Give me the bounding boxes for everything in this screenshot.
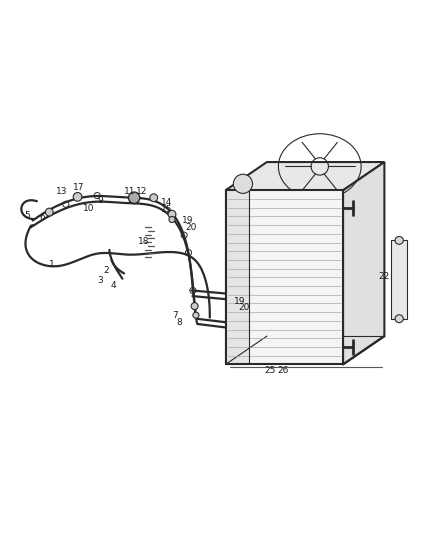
Circle shape bbox=[233, 174, 253, 193]
Bar bbox=[391, 240, 407, 319]
Polygon shape bbox=[343, 162, 385, 365]
Circle shape bbox=[129, 194, 139, 204]
Circle shape bbox=[193, 312, 199, 318]
Text: 2: 2 bbox=[103, 266, 109, 276]
Ellipse shape bbox=[395, 237, 403, 244]
Polygon shape bbox=[226, 162, 385, 190]
Text: 7: 7 bbox=[172, 311, 177, 320]
Text: 25: 25 bbox=[265, 366, 276, 375]
Circle shape bbox=[128, 192, 140, 204]
Text: 10: 10 bbox=[83, 204, 94, 213]
Text: 19: 19 bbox=[234, 297, 246, 306]
Text: 11: 11 bbox=[124, 187, 135, 196]
Circle shape bbox=[191, 303, 198, 310]
Text: 20: 20 bbox=[239, 303, 250, 312]
Text: 17: 17 bbox=[73, 183, 85, 192]
Circle shape bbox=[46, 208, 53, 216]
Text: 3: 3 bbox=[98, 276, 103, 285]
Circle shape bbox=[168, 211, 176, 218]
Text: 9: 9 bbox=[98, 196, 103, 205]
Text: 14: 14 bbox=[161, 198, 173, 207]
Text: 19: 19 bbox=[182, 216, 194, 225]
Circle shape bbox=[169, 216, 175, 223]
Text: 26: 26 bbox=[278, 366, 289, 375]
Text: 12: 12 bbox=[136, 187, 147, 196]
Text: 8: 8 bbox=[176, 318, 182, 327]
Ellipse shape bbox=[395, 315, 403, 322]
Text: 15: 15 bbox=[161, 205, 173, 214]
Text: 6: 6 bbox=[39, 213, 45, 222]
Text: 22: 22 bbox=[379, 272, 390, 280]
Text: 20: 20 bbox=[185, 223, 196, 232]
Text: 18: 18 bbox=[138, 237, 150, 246]
Circle shape bbox=[73, 192, 82, 201]
Text: 1: 1 bbox=[49, 260, 54, 269]
Bar bbox=[226, 190, 250, 365]
Circle shape bbox=[150, 194, 158, 201]
Text: 13: 13 bbox=[56, 187, 67, 196]
Text: 4: 4 bbox=[111, 281, 117, 290]
Text: 5: 5 bbox=[25, 211, 30, 220]
Bar bbox=[226, 190, 343, 365]
